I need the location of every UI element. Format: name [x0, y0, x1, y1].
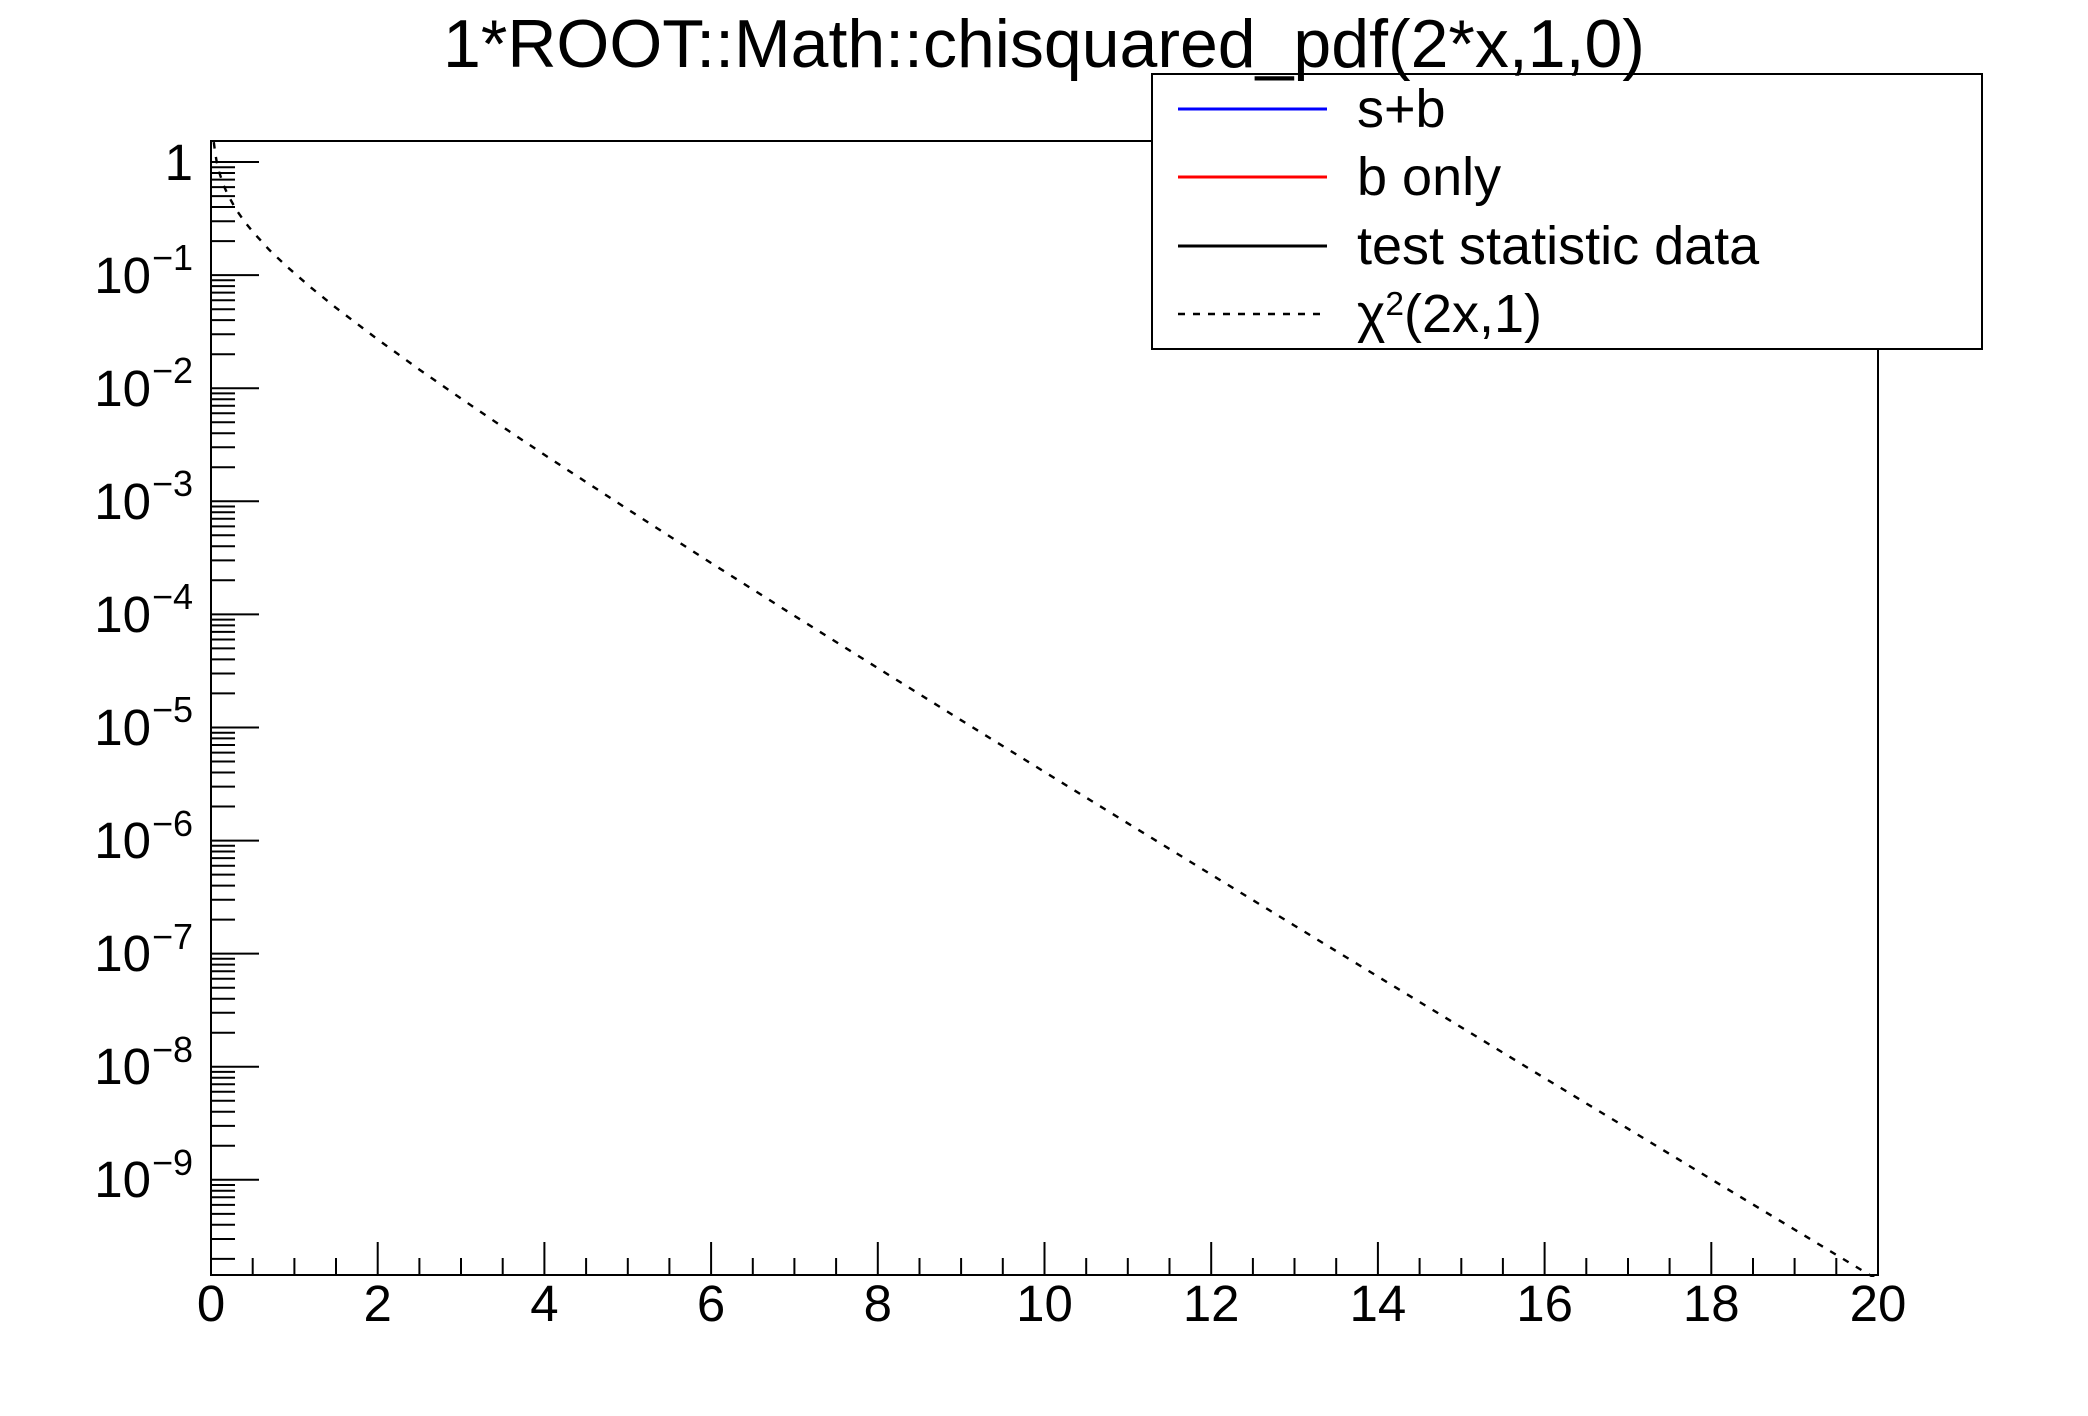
legend-entry: χ2(2x,1) [1153, 280, 1981, 348]
legend-sample-line [1178, 309, 1327, 319]
legend-sample-line [1178, 172, 1327, 182]
legend-label: s+b [1357, 82, 1446, 136]
legend: s+b b only test statistic data χ2(2x,1) [1151, 73, 1983, 350]
legend-label-text: (2x,1) [1403, 283, 1543, 344]
legend-label-text: b only [1357, 147, 1502, 208]
legend-entry: b only [1153, 143, 1981, 211]
y-axis-ticks [211, 161, 259, 1260]
legend-entry: test statistic data [1153, 212, 1981, 280]
legend-sample-line [1178, 104, 1327, 114]
legend-sample-line [1178, 241, 1327, 251]
legend-entry: s+b [1153, 75, 1981, 143]
legend-label: test statistic data [1357, 219, 1759, 273]
legend-label-text: s+b [1357, 79, 1446, 140]
legend-label-text: test statistic data [1357, 215, 1760, 276]
legend-label-superscript: 2 [1385, 286, 1404, 324]
legend-label: b only [1357, 150, 1501, 204]
chi2-pdf-curve [212, 141, 1876, 1277]
legend-label: χ2(2x,1) [1357, 287, 1542, 341]
legend-label-text: χ [1357, 283, 1386, 344]
x-axis-ticks [210, 1242, 1879, 1275]
chart-title: 1*ROOT::Math::chisquared_pdf(2*x,1,0) [443, 6, 1645, 82]
